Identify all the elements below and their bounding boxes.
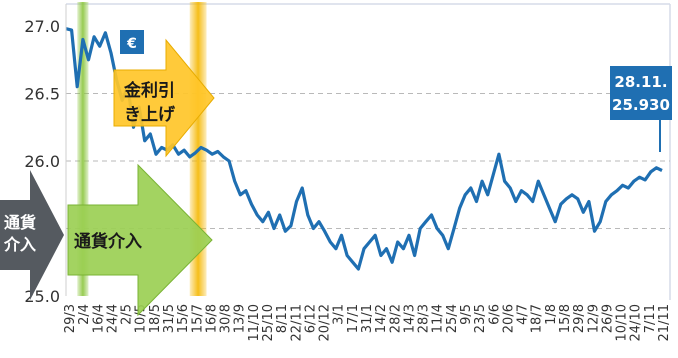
x-tick-label-15: 8/11 <box>275 304 290 333</box>
x-tick-label-22: 14/2 <box>374 304 389 333</box>
last-value-date: 28.11. <box>614 73 667 91</box>
rate-hike-label-line1: 金利引 <box>123 80 175 101</box>
y-tick-label-3: 25.0 <box>24 287 60 306</box>
x-tick-label-12: 13/9 <box>233 304 248 333</box>
x-tick-label-25: 28/3 <box>417 304 432 333</box>
x-tick-label-33: 18/7 <box>530 304 545 333</box>
x-tick-label-0: 29/3 <box>63 304 78 333</box>
x-tick-label-6: 18/5 <box>148 304 163 333</box>
x-tick-label-23: 28/2 <box>388 304 403 333</box>
x-tick-label-42: 21/11 <box>657 304 672 341</box>
x-tick-label-9: 15/7 <box>190 304 205 333</box>
x-tick-label-28: 9/5 <box>459 304 474 325</box>
euro-badge: € <box>120 30 144 54</box>
x-tick-label-4: 2/5 <box>120 304 135 325</box>
fx-intervention-left-line1: 通貨 <box>4 213 36 232</box>
x-tick-label-17: 6/12 <box>303 304 318 333</box>
x-tick-label-3: 24/4 <box>105 304 120 333</box>
fx-intervention-left-arrow: 通貨 介入 <box>0 170 64 300</box>
x-tick-label-41: 7/11 <box>643 304 658 333</box>
x-tick-label-11: 30/8 <box>219 304 234 333</box>
fx-intervention-left-line2: 介入 <box>3 235 36 254</box>
highlight-band-0 <box>77 2 89 296</box>
rate-hike-arrow: 金利引 き上げ <box>113 38 215 158</box>
fx-intervention-arrow-shape <box>67 163 213 317</box>
rate-hike-arrow-shape <box>113 38 215 158</box>
x-tick-label-32: 4/7 <box>516 304 531 325</box>
y-tick-label-1: 26.5 <box>24 85 60 104</box>
x-tick-label-5: 10/5 <box>134 304 149 333</box>
x-tick-label-18: 20/12 <box>318 304 333 341</box>
y-tick-label-0: 27.0 <box>24 17 60 36</box>
x-tick-label-10: 16/8 <box>204 304 219 333</box>
x-tick-label-34: 1/8 <box>544 304 559 325</box>
rate-hike-label-line2: き上げ <box>124 105 176 125</box>
x-tick-label-27: 25/4 <box>445 304 460 333</box>
fx-intervention-label: 通貨介入 <box>74 231 142 252</box>
x-tick-label-13: 11/10 <box>247 304 262 341</box>
x-tick-label-40: 24/10 <box>629 304 644 341</box>
x-tick-label-36: 29/8 <box>572 304 587 333</box>
x-tick-label-19: 3/1 <box>332 304 347 325</box>
x-tick-label-26: 11/4 <box>431 304 446 333</box>
last-value-callout: 28.11. 25.930 <box>610 66 672 152</box>
x-tick-label-8: 15/6 <box>176 304 191 333</box>
x-tick-label-38: 26/9 <box>600 304 615 333</box>
x-tick-label-37: 12/9 <box>586 304 601 333</box>
x-tick-label-2: 16/4 <box>91 304 106 333</box>
axis-layer: 27.026.526.025.029/3 2/4 16/4 24/4 2/5 10/5 18… <box>24 4 672 341</box>
euro-badge-bg <box>120 30 144 54</box>
x-tick-label-39: 10/10 <box>615 304 630 341</box>
last-value-callout-bg <box>610 66 672 120</box>
x-tick-label-20: 17/1 <box>346 304 361 333</box>
x-tick-label-30: 6/6 <box>487 304 502 325</box>
x-tick-label-24: 14/3 <box>402 304 417 333</box>
x-tick-label-7: 31/5 <box>162 304 177 333</box>
x-tick-label-14: 25/10 <box>261 304 276 341</box>
fx-intervention-arrow: 通貨介入 <box>67 163 213 317</box>
x-tick-label-21: 31/1 <box>360 304 375 333</box>
euro-badge-label: € <box>126 36 137 52</box>
fx-intervention-left-arrow-shape <box>0 170 64 300</box>
x-tick-label-31: 20/6 <box>501 304 516 333</box>
x-tick-label-1: 2/4 <box>77 304 92 325</box>
y-tick-label-2: 26.0 <box>24 152 60 171</box>
x-tick-label-35: 15/8 <box>558 304 573 333</box>
x-tick-label-29: 23/5 <box>473 304 488 333</box>
last-value-number: 25.930 <box>612 96 670 114</box>
x-tick-label-16: 22/11 <box>289 304 304 341</box>
